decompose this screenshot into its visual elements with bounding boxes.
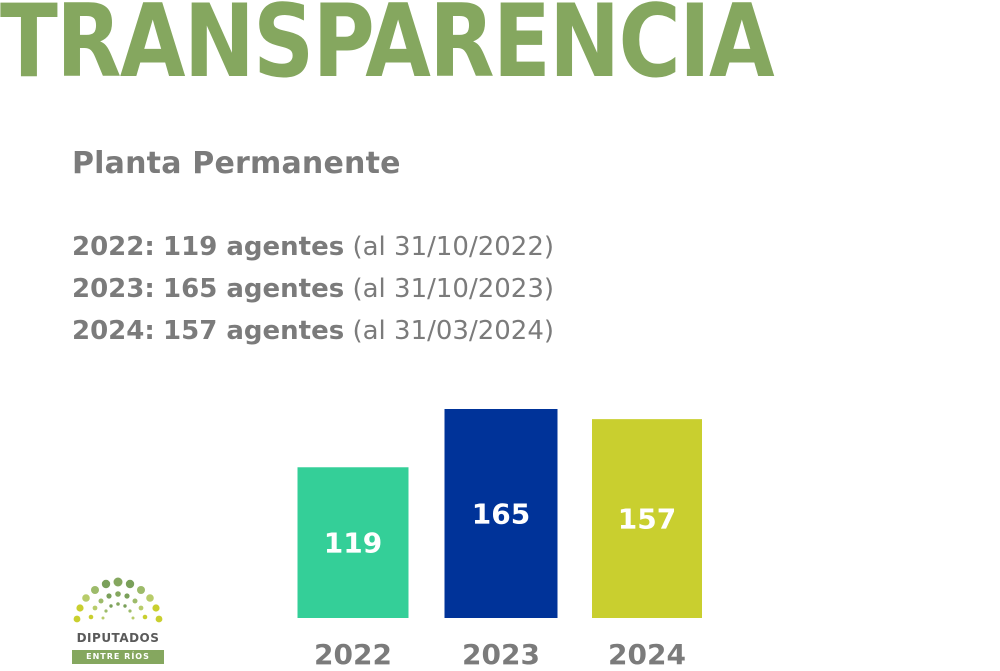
stat-year: 2023: — [72, 274, 155, 304]
diputados-logo: DIPUTADOS ENTRE RÍOS — [70, 576, 166, 668]
bar-2023 — [444, 409, 558, 618]
stat-year: 2024: — [72, 316, 155, 346]
stats-list: 2022: 119 agentes (al 31/10/2022) 2023: … — [72, 226, 554, 352]
stat-year: 2022: — [72, 232, 155, 262]
stat-value: 165 agentes — [163, 274, 345, 304]
section-title: Planta Permanente — [72, 146, 401, 181]
bar-value-label: 165 — [472, 498, 530, 531]
stat-note: (al 31/03/2024) — [352, 316, 555, 346]
stat-value: 157 agentes — [163, 316, 345, 346]
bar-value-label: 119 — [324, 527, 382, 560]
page-headline: TRANSPARENCIA — [0, 0, 775, 100]
bar-value-label: 157 — [618, 503, 676, 536]
bar-2024 — [592, 419, 702, 618]
x-tick-label: 2024 — [608, 638, 686, 671]
logo-subtitle: ENTRE RÍOS — [72, 650, 164, 664]
bar-2022 — [297, 467, 409, 618]
logo-name: DIPUTADOS — [76, 631, 160, 645]
x-tick-label: 2022 — [314, 638, 392, 671]
stat-note: (al 31/10/2022) — [352, 232, 555, 262]
stat-line-2024: 2024: 157 agentes (al 31/03/2024) — [72, 310, 554, 352]
stat-value: 119 agentes — [163, 232, 345, 262]
logo-emblem-icon — [73, 577, 163, 623]
stat-line-2022: 2022: 119 agentes (al 31/10/2022) — [72, 226, 554, 268]
stat-line-2023: 2023: 165 agentes (al 31/10/2023) — [72, 268, 554, 310]
stat-note: (al 31/10/2023) — [352, 274, 555, 304]
x-tick-label: 2023 — [462, 638, 540, 671]
